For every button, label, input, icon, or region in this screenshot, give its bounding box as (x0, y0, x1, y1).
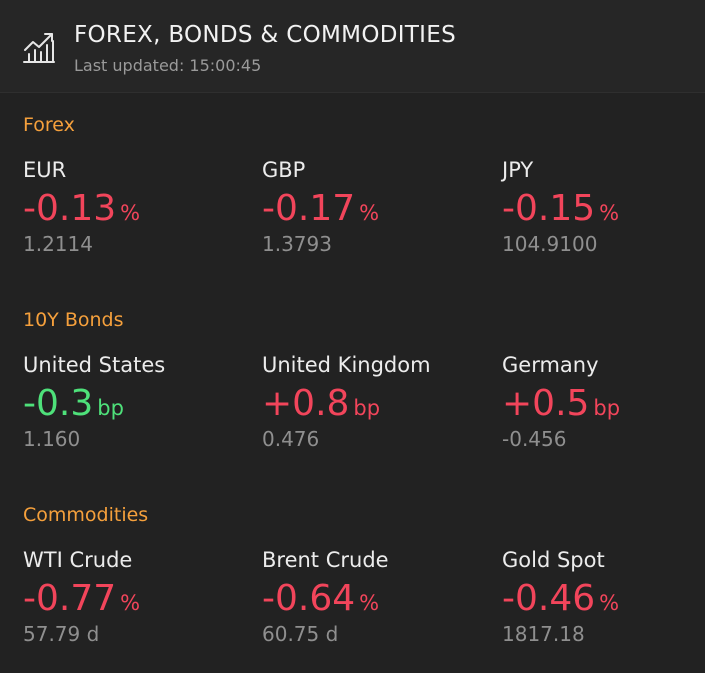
quote-us-10y[interactable]: United States -0.3 bp 1.160 (23, 352, 243, 452)
change-unit: % (120, 591, 141, 615)
quote-value: 1817.18 (502, 622, 585, 646)
quote-value: 60.75 d (262, 622, 339, 646)
section-title-commodities: Commodities (23, 504, 149, 526)
change-unit: bp (97, 396, 124, 420)
quote-change: -0.77% (23, 579, 243, 619)
change-unit: bp (593, 396, 621, 420)
change-unit: % (120, 201, 141, 225)
quote-change: -0.17% (262, 189, 482, 229)
change-value: +0.8 (262, 383, 350, 424)
quote-gbp[interactable]: GBP -0.17% 1.3793 (262, 157, 482, 257)
widget-header: FOREX, BONDS & COMMODITIES Last updated:… (0, 0, 705, 93)
quote-name: United Kingdom (262, 353, 431, 377)
quote-change: -0.15% (502, 189, 705, 229)
quote-value: 0.476 (262, 427, 320, 451)
change-unit: bp (353, 396, 381, 420)
quote-de-10y[interactable]: Germany +0.5 bp -0.456 (502, 352, 705, 452)
change-unit: % (359, 591, 380, 615)
quote-name: JPY (502, 158, 534, 182)
change-value: -0.15 (502, 188, 596, 229)
quote-gold-spot[interactable]: Gold Spot -0.46% 1817.18 (502, 547, 705, 647)
change-unit: % (359, 201, 380, 225)
quote-name: Gold Spot (502, 548, 605, 572)
change-value: +0.5 (502, 383, 590, 424)
change-value: -0.3 (23, 383, 94, 424)
change-unit: % (599, 201, 620, 225)
quote-value: 1.160 (23, 427, 81, 451)
change-value: -0.46 (502, 578, 596, 619)
quote-name: Germany (502, 353, 599, 377)
quote-wti-crude[interactable]: WTI Crude -0.77% 57.79 d (23, 547, 243, 647)
quote-change: -0.3 bp (23, 384, 243, 424)
quote-eur[interactable]: EUR -0.13% 1.2114 (23, 157, 243, 257)
quote-name: WTI Crude (23, 548, 133, 572)
quote-value: 1.2114 (23, 232, 93, 256)
page-title: FOREX, BONDS & COMMODITIES (74, 22, 456, 48)
section-title-bonds: 10Y Bonds (23, 309, 124, 331)
quote-change: +0.5 bp (502, 384, 705, 424)
quote-value: 104.9100 (502, 232, 598, 256)
quote-change: -0.46% (502, 579, 705, 619)
quote-value: 1.3793 (262, 232, 332, 256)
quote-change: -0.64% (262, 579, 482, 619)
quote-jpy[interactable]: JPY -0.15% 104.9100 (502, 157, 705, 257)
last-updated-label: Last updated: 15:00:45 (74, 56, 262, 75)
section-title-forex: Forex (23, 114, 75, 136)
quote-name: GBP (262, 158, 306, 182)
change-value: -0.17 (262, 188, 356, 229)
change-value: -0.77 (23, 578, 117, 619)
quote-value: 57.79 d (23, 622, 100, 646)
chart-trend-icon (23, 33, 55, 63)
quote-name: United States (23, 353, 166, 377)
quote-value: -0.456 (502, 427, 567, 451)
quote-uk-10y[interactable]: United Kingdom +0.8 bp 0.476 (262, 352, 482, 452)
change-value: -0.13 (23, 188, 117, 229)
quote-brent-crude[interactable]: Brent Crude -0.64% 60.75 d (262, 547, 482, 647)
quote-change: -0.13% (23, 189, 243, 229)
change-value: -0.64 (262, 578, 356, 619)
quote-change: +0.8 bp (262, 384, 482, 424)
quote-name: EUR (23, 158, 67, 182)
quote-name: Brent Crude (262, 548, 389, 572)
change-unit: % (599, 591, 620, 615)
